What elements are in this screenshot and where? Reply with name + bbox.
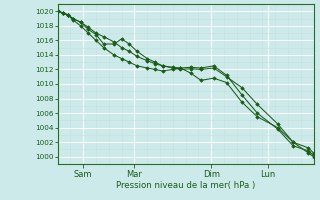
X-axis label: Pression niveau de la mer( hPa ): Pression niveau de la mer( hPa ) — [116, 181, 255, 190]
